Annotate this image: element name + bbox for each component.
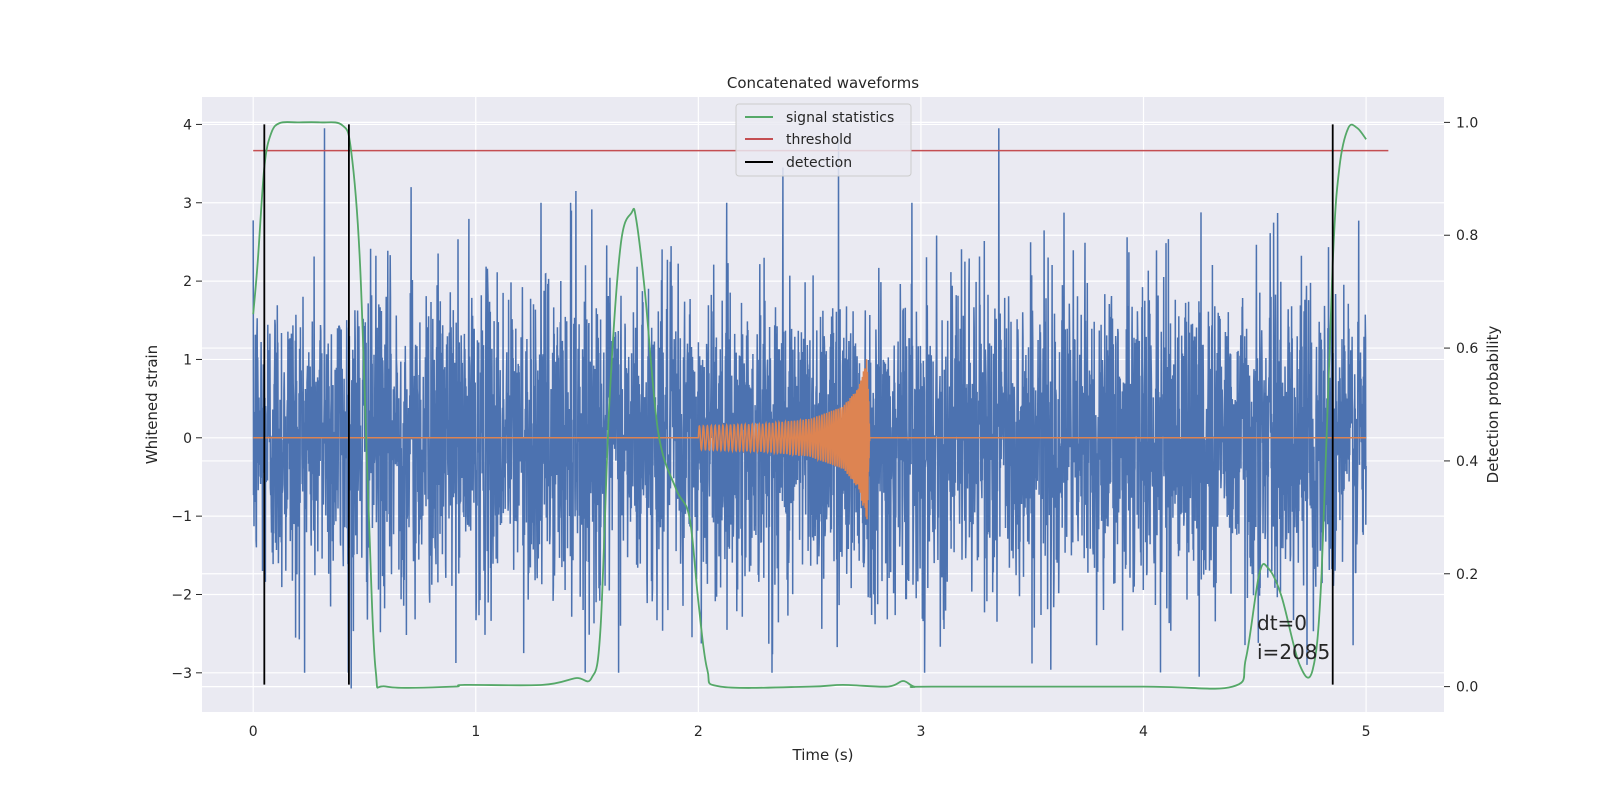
y-tick-label: −3 — [171, 666, 192, 682]
chart-marks — [252, 121, 1389, 690]
y2-tick-label: 0.8 — [1456, 228, 1478, 244]
legend-label-signal-statistics: signal statistics — [786, 110, 894, 126]
y2-tick-label: 0.4 — [1456, 454, 1478, 470]
annotation-line-1: dt=0 — [1257, 611, 1307, 635]
y2-axis-label: Detection probability — [1484, 326, 1502, 484]
legend: signal statistics threshold detection — [735, 103, 912, 177]
y2-tick-label: 0.0 — [1456, 680, 1478, 696]
y-tick-label: 4 — [183, 117, 192, 133]
y2-tick-label: 0.2 — [1456, 567, 1478, 583]
x-tick-label: 4 — [1139, 724, 1148, 740]
series-injected-waveform — [253, 359, 1367, 520]
x-axis-label: Time (s) — [792, 746, 854, 764]
y2-tick-label: 1.0 — [1456, 115, 1478, 131]
y-axis-label: Whitened strain — [143, 345, 161, 464]
y-tick-label: 0 — [183, 431, 192, 447]
y-tick-label: 2 — [183, 274, 192, 290]
x-tick-label: 0 — [249, 724, 258, 740]
y-tick-label: 3 — [183, 196, 192, 212]
y-tick-label: −1 — [171, 509, 192, 525]
ticks: 0 1 2 3 4 5 −3 −2 −1 0 1 2 3 4 0.0 0.2 0.4 0.6 0.8 1.0 — [171, 115, 1478, 740]
x-tick-label: 2 — [694, 724, 703, 740]
y2-tick-label: 0.6 — [1456, 341, 1478, 357]
series-signal-statistics — [252, 121, 1367, 690]
annotation-line-2: i=2085 — [1257, 640, 1330, 664]
legend-box — [735, 103, 912, 177]
y-tick-label: 1 — [183, 352, 192, 368]
chart-title: Concatenated waveforms — [727, 74, 919, 92]
legend-label-threshold: threshold — [786, 132, 852, 148]
annotation: dt=0 i=2085 — [1257, 611, 1330, 664]
x-tick-label: 1 — [471, 724, 480, 740]
y-tick-label: −2 — [171, 587, 192, 603]
legend-label-detection: detection — [786, 155, 852, 171]
x-tick-label: 3 — [916, 724, 925, 740]
x-tick-label: 5 — [1362, 724, 1371, 740]
